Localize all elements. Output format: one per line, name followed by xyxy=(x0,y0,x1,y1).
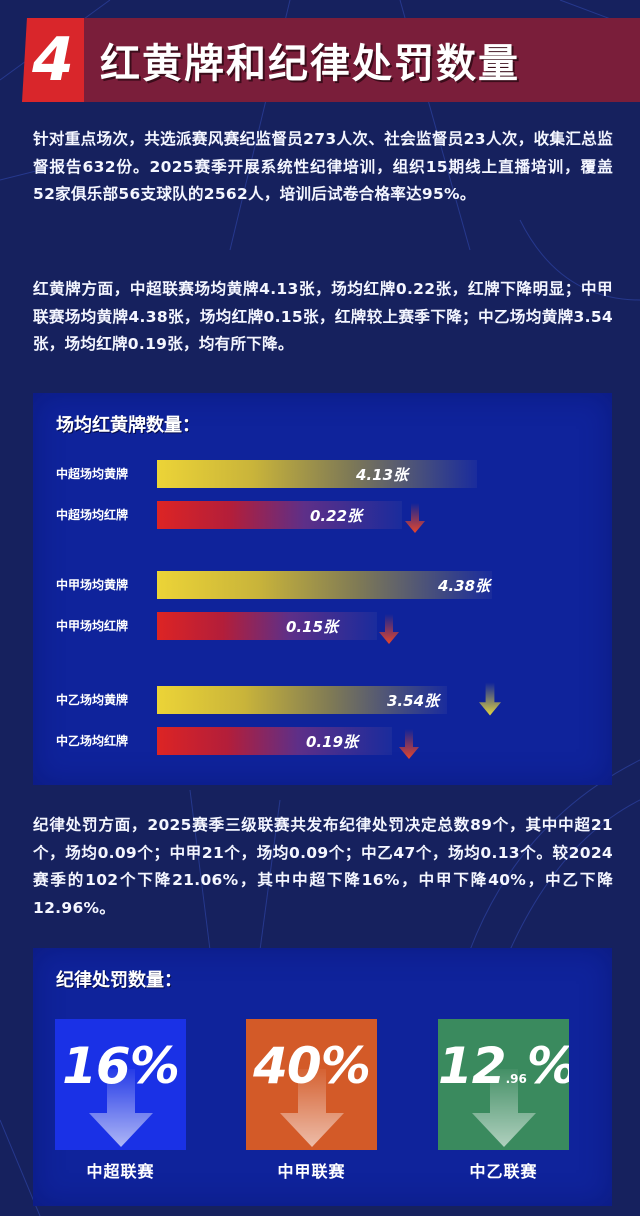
cards-paragraph: 红黄牌方面，中超联赛场均黄牌4.13张，场均红牌0.22张，红牌下降明显；中甲联… xyxy=(33,280,613,353)
bar-row-csl-yellow: 中超场均黄牌 4.13张 xyxy=(33,460,612,488)
bar-label: 中超场均红牌 xyxy=(56,508,129,522)
penalty-percent: 40% xyxy=(253,1037,371,1095)
bar-label: 中超场均黄牌 xyxy=(56,467,129,481)
penalty-card-csl: 16% xyxy=(55,1019,186,1150)
bar-row-csl-red: 中超场均红牌 0.22张 xyxy=(33,501,612,533)
down-arrow-icon xyxy=(479,682,501,716)
section-number: 4 xyxy=(22,18,84,102)
title-banner xyxy=(22,18,640,102)
bar-row-cl2-red: 中乙场均红牌 0.19张 xyxy=(33,727,612,759)
penalties-paragraph: 纪律处罚方面，2025赛季三级联赛共发布纪律处罚决定总数89个，其中中超21个，… xyxy=(33,816,613,917)
league-label-cl2: 中乙联赛 xyxy=(469,1162,538,1181)
bar-value: 3.54张 xyxy=(387,692,440,710)
bar-value: 0.15张 xyxy=(286,618,339,636)
down-arrow-icon xyxy=(280,1069,344,1147)
red-bar xyxy=(157,727,392,755)
league-label-cl1: 中甲联赛 xyxy=(277,1162,346,1181)
cards-chart-panel: 场均红黄牌数量： 中超场均黄牌 4.13张 中超场均红牌 0.22张 中甲场均黄… xyxy=(33,393,612,785)
yellow-bar xyxy=(157,571,492,599)
league-label-csl: 中超联赛 xyxy=(86,1162,155,1181)
bar-value: 0.19张 xyxy=(306,733,359,751)
down-arrow-icon xyxy=(472,1069,536,1147)
bar-row-cl2-yellow: 中乙场均黄牌 3.54张 xyxy=(33,682,612,716)
down-arrow-icon xyxy=(405,503,425,533)
penalty-panel-title: 纪律处罚数量： xyxy=(56,970,182,991)
bar-label: 中乙场均红牌 xyxy=(56,734,129,748)
yellow-bar xyxy=(157,686,447,714)
bar-value: 4.38张 xyxy=(438,577,491,595)
down-arrow-icon xyxy=(89,1069,153,1147)
red-bar xyxy=(157,501,402,529)
yellow-bar xyxy=(157,460,477,488)
penalty-card-cl2: 12.96% xyxy=(438,1019,569,1150)
bar-value: 4.13张 xyxy=(356,466,409,484)
bar-row-cl1-yellow: 中甲场均黄牌 4.38张 xyxy=(33,571,612,599)
bar-label: 中甲场均黄牌 xyxy=(56,578,129,592)
bar-value: 0.22张 xyxy=(310,507,363,525)
penalty-panel: 纪律处罚数量： 16% 中超联赛 40% 中甲联赛 12.96% 中乙联赛 xyxy=(33,948,612,1206)
bar-row-cl1-red: 中甲场均红牌 0.15张 xyxy=(33,612,612,644)
down-arrow-icon xyxy=(379,614,399,644)
cards-chart-title: 场均红黄牌数量： xyxy=(56,415,200,436)
red-bar xyxy=(157,612,377,640)
penalty-card-cl1: 40% xyxy=(246,1019,377,1150)
down-arrow-icon xyxy=(399,729,419,759)
penalty-percent: 16% xyxy=(62,1037,180,1095)
bar-label: 中甲场均红牌 xyxy=(56,619,129,633)
supervision-paragraph: 针对重点场次，共选派赛风赛纪监督员273人次、社会监督员23人次，收集汇总监督报… xyxy=(33,130,613,203)
penalty-percent: 12.96% xyxy=(438,1037,569,1095)
bar-label: 中乙场均黄牌 xyxy=(56,693,129,707)
page-title: 红黄牌和纪律处罚数量 xyxy=(100,41,520,87)
